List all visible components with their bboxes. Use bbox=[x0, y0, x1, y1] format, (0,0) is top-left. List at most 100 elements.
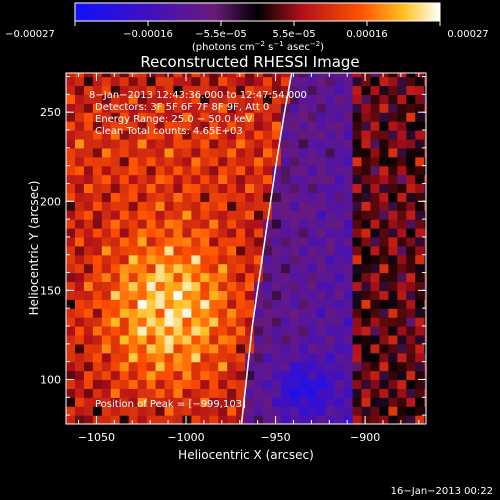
heatmap-cell bbox=[379, 103, 389, 113]
heatmap-cell bbox=[406, 76, 416, 87]
heatmap-cell bbox=[155, 165, 166, 176]
heatmap-cell bbox=[325, 103, 336, 113]
heatmap-cell bbox=[406, 406, 416, 416]
heatmap-cell bbox=[182, 406, 192, 416]
heatmap-cell bbox=[343, 85, 354, 95]
heatmap-cell bbox=[173, 370, 184, 381]
heatmap-cell bbox=[164, 415, 175, 424]
heatmap-cell bbox=[307, 388, 318, 398]
heatmap-cell bbox=[191, 415, 201, 424]
heatmap-cell bbox=[298, 388, 309, 398]
heatmap-cell bbox=[218, 299, 228, 309]
heatmap-cell bbox=[280, 352, 291, 363]
heatmap-cell bbox=[218, 94, 228, 104]
heatmap-cell bbox=[424, 94, 426, 104]
heatmap-cell bbox=[397, 165, 407, 176]
heatmap-cell bbox=[227, 326, 237, 336]
heatmap-cell bbox=[289, 174, 300, 185]
heatmap-cell bbox=[316, 245, 327, 256]
colorbar-tick-label: −0.00016 bbox=[123, 29, 173, 40]
heatmap-cell bbox=[128, 343, 139, 354]
heatmap-cell bbox=[119, 263, 130, 274]
heatmap-cell bbox=[227, 406, 237, 416]
heatmap-cell bbox=[92, 130, 103, 140]
heatmap-cell bbox=[406, 210, 416, 220]
heatmap-cell bbox=[361, 85, 372, 95]
heatmap-cell bbox=[307, 343, 318, 354]
heatmap-cell bbox=[307, 112, 318, 122]
heatmap-cell bbox=[325, 174, 336, 185]
heatmap-cell bbox=[370, 245, 381, 256]
heatmap-cell bbox=[325, 361, 336, 372]
heatmap-cell bbox=[325, 415, 336, 424]
heatmap-cell bbox=[245, 228, 255, 238]
heatmap-cell bbox=[66, 121, 76, 131]
heatmap-cell bbox=[200, 281, 210, 291]
heatmap-cell bbox=[289, 370, 300, 381]
heatmap-cell bbox=[83, 406, 94, 416]
heatmap-cell bbox=[406, 397, 416, 407]
heatmap-cell bbox=[424, 130, 426, 140]
heatmap-cell bbox=[325, 121, 336, 131]
heatmap-cell bbox=[245, 370, 255, 381]
heatmap-cell bbox=[209, 317, 219, 327]
heatmap-cell bbox=[415, 388, 425, 398]
heatmap-cell bbox=[155, 352, 166, 363]
heatmap-cell bbox=[137, 379, 148, 389]
heatmap-cell bbox=[119, 334, 130, 345]
heatmap-cell bbox=[191, 370, 201, 381]
heatmap-cell bbox=[209, 103, 219, 113]
heatmap-cell bbox=[137, 210, 148, 220]
heatmap-cell bbox=[173, 352, 184, 363]
heatmap-cell bbox=[343, 76, 354, 87]
heatmap-cell bbox=[101, 103, 112, 113]
heatmap-cell bbox=[254, 308, 264, 318]
heatmap-cell bbox=[379, 76, 389, 87]
heatmap-cell bbox=[406, 156, 416, 167]
heatmap-cell bbox=[128, 103, 139, 113]
heatmap-cell bbox=[280, 379, 291, 389]
heatmap-cell bbox=[307, 263, 318, 274]
heatmap-cell bbox=[128, 165, 139, 176]
heatmap-cell bbox=[424, 352, 426, 363]
heatmap-cell bbox=[406, 245, 416, 256]
heatmap-cell bbox=[110, 415, 121, 424]
heatmap-cell bbox=[298, 326, 309, 336]
heatmap-cell bbox=[370, 281, 381, 291]
heatmap-cell bbox=[209, 130, 219, 140]
heatmap-cell bbox=[173, 343, 184, 354]
heatmap-cell bbox=[271, 219, 282, 229]
heatmap-cell bbox=[173, 415, 184, 424]
heatmap-cell bbox=[200, 130, 210, 140]
heatmap-cell bbox=[307, 85, 318, 95]
heatmap-cell bbox=[361, 183, 372, 193]
heatmap-cell bbox=[128, 94, 139, 104]
heatmap-cell bbox=[388, 183, 398, 193]
heatmap-cell bbox=[218, 174, 228, 185]
heatmap-cell bbox=[298, 130, 309, 140]
heatmap-cell bbox=[361, 138, 372, 149]
heatmap-cell bbox=[316, 76, 327, 87]
heatmap-cell bbox=[83, 94, 94, 104]
heatmap-cell bbox=[307, 201, 318, 211]
heatmap-cell bbox=[227, 290, 237, 300]
heatmap-cell bbox=[227, 388, 237, 398]
heatmap-cell bbox=[263, 130, 273, 140]
heatmap-cell bbox=[200, 138, 210, 149]
heatmap-cell bbox=[173, 290, 184, 300]
heatmap-cell bbox=[182, 73, 192, 78]
heatmap-cell bbox=[298, 370, 309, 381]
heatmap-cell bbox=[74, 130, 85, 140]
heatmap-cell bbox=[66, 94, 76, 104]
heatmap-cell bbox=[406, 228, 416, 238]
heatmap-cell bbox=[164, 308, 175, 318]
heatmap-cell bbox=[245, 334, 255, 345]
heatmap-cell bbox=[352, 138, 363, 149]
heatmap-cell bbox=[361, 254, 372, 265]
heatmap-cell bbox=[245, 290, 255, 300]
heatmap-cell bbox=[298, 245, 309, 256]
heatmap-cell bbox=[209, 308, 219, 318]
heatmap-cell bbox=[406, 94, 416, 104]
heatmap-cell bbox=[101, 334, 112, 345]
heatmap-cell bbox=[146, 281, 157, 291]
